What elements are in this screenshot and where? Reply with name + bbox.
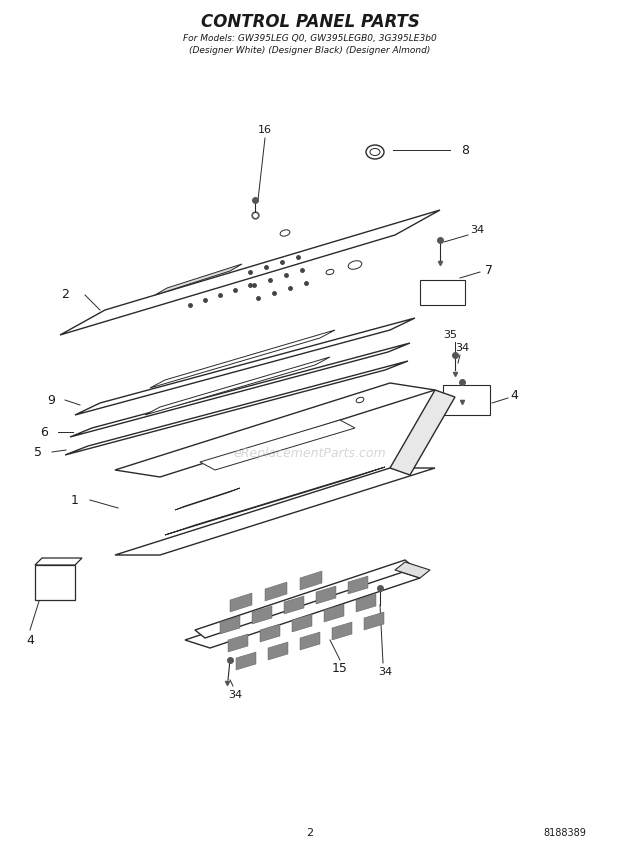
Polygon shape [395, 562, 430, 578]
Polygon shape [443, 385, 490, 415]
Text: 2: 2 [306, 828, 314, 838]
Polygon shape [228, 634, 248, 652]
Polygon shape [390, 390, 455, 475]
Polygon shape [268, 642, 288, 660]
Text: 6: 6 [40, 425, 48, 438]
Text: 5: 5 [34, 445, 42, 459]
Polygon shape [115, 383, 435, 477]
Text: For Models: GW395LEG Q0, GW395LEGB0, 3G395LE3b0: For Models: GW395LEG Q0, GW395LEGB0, 3G3… [183, 33, 437, 43]
Text: 15: 15 [332, 662, 348, 675]
Polygon shape [60, 210, 440, 335]
Text: 34: 34 [455, 343, 469, 353]
Polygon shape [115, 468, 435, 555]
Ellipse shape [356, 397, 364, 402]
Ellipse shape [280, 229, 290, 236]
Text: 7: 7 [485, 264, 493, 276]
Polygon shape [348, 576, 368, 594]
Ellipse shape [370, 148, 380, 156]
Text: 2: 2 [61, 288, 69, 301]
Text: 16: 16 [258, 125, 272, 135]
Polygon shape [35, 558, 82, 565]
Polygon shape [220, 616, 240, 634]
Polygon shape [70, 343, 410, 437]
Polygon shape [316, 586, 336, 604]
Text: 35: 35 [443, 330, 457, 340]
Text: 34: 34 [228, 690, 242, 700]
Polygon shape [145, 357, 330, 415]
Text: 4: 4 [26, 633, 34, 646]
Ellipse shape [326, 270, 334, 275]
Polygon shape [300, 571, 322, 590]
Ellipse shape [348, 261, 362, 270]
Text: eReplacementParts.com: eReplacementParts.com [234, 447, 386, 460]
Polygon shape [260, 624, 280, 642]
Polygon shape [292, 614, 312, 632]
Text: 4: 4 [510, 389, 518, 401]
Polygon shape [175, 488, 240, 510]
Polygon shape [35, 565, 75, 600]
Text: 34: 34 [470, 225, 484, 235]
Text: 1: 1 [71, 494, 79, 507]
Polygon shape [165, 467, 385, 535]
Polygon shape [236, 652, 256, 670]
Polygon shape [195, 560, 415, 638]
Polygon shape [420, 280, 465, 305]
Polygon shape [150, 330, 335, 388]
Polygon shape [364, 612, 384, 630]
Text: 8: 8 [461, 144, 469, 157]
Polygon shape [356, 594, 376, 612]
Polygon shape [230, 593, 252, 612]
Ellipse shape [366, 145, 384, 159]
Polygon shape [324, 604, 344, 622]
Text: 9: 9 [47, 394, 55, 407]
Text: 8188389: 8188389 [544, 828, 587, 838]
Polygon shape [65, 361, 408, 455]
Polygon shape [252, 606, 272, 624]
Polygon shape [284, 596, 304, 614]
Polygon shape [300, 632, 320, 650]
Text: CONTROL PANEL PARTS: CONTROL PANEL PARTS [200, 13, 420, 31]
Polygon shape [200, 420, 355, 470]
Polygon shape [265, 582, 287, 601]
Text: (Designer White) (Designer Black) (Designer Almond): (Designer White) (Designer Black) (Desig… [189, 45, 431, 55]
Text: 34: 34 [378, 667, 392, 677]
Polygon shape [185, 570, 420, 648]
Polygon shape [155, 264, 242, 295]
Polygon shape [332, 622, 352, 640]
Polygon shape [75, 318, 415, 415]
